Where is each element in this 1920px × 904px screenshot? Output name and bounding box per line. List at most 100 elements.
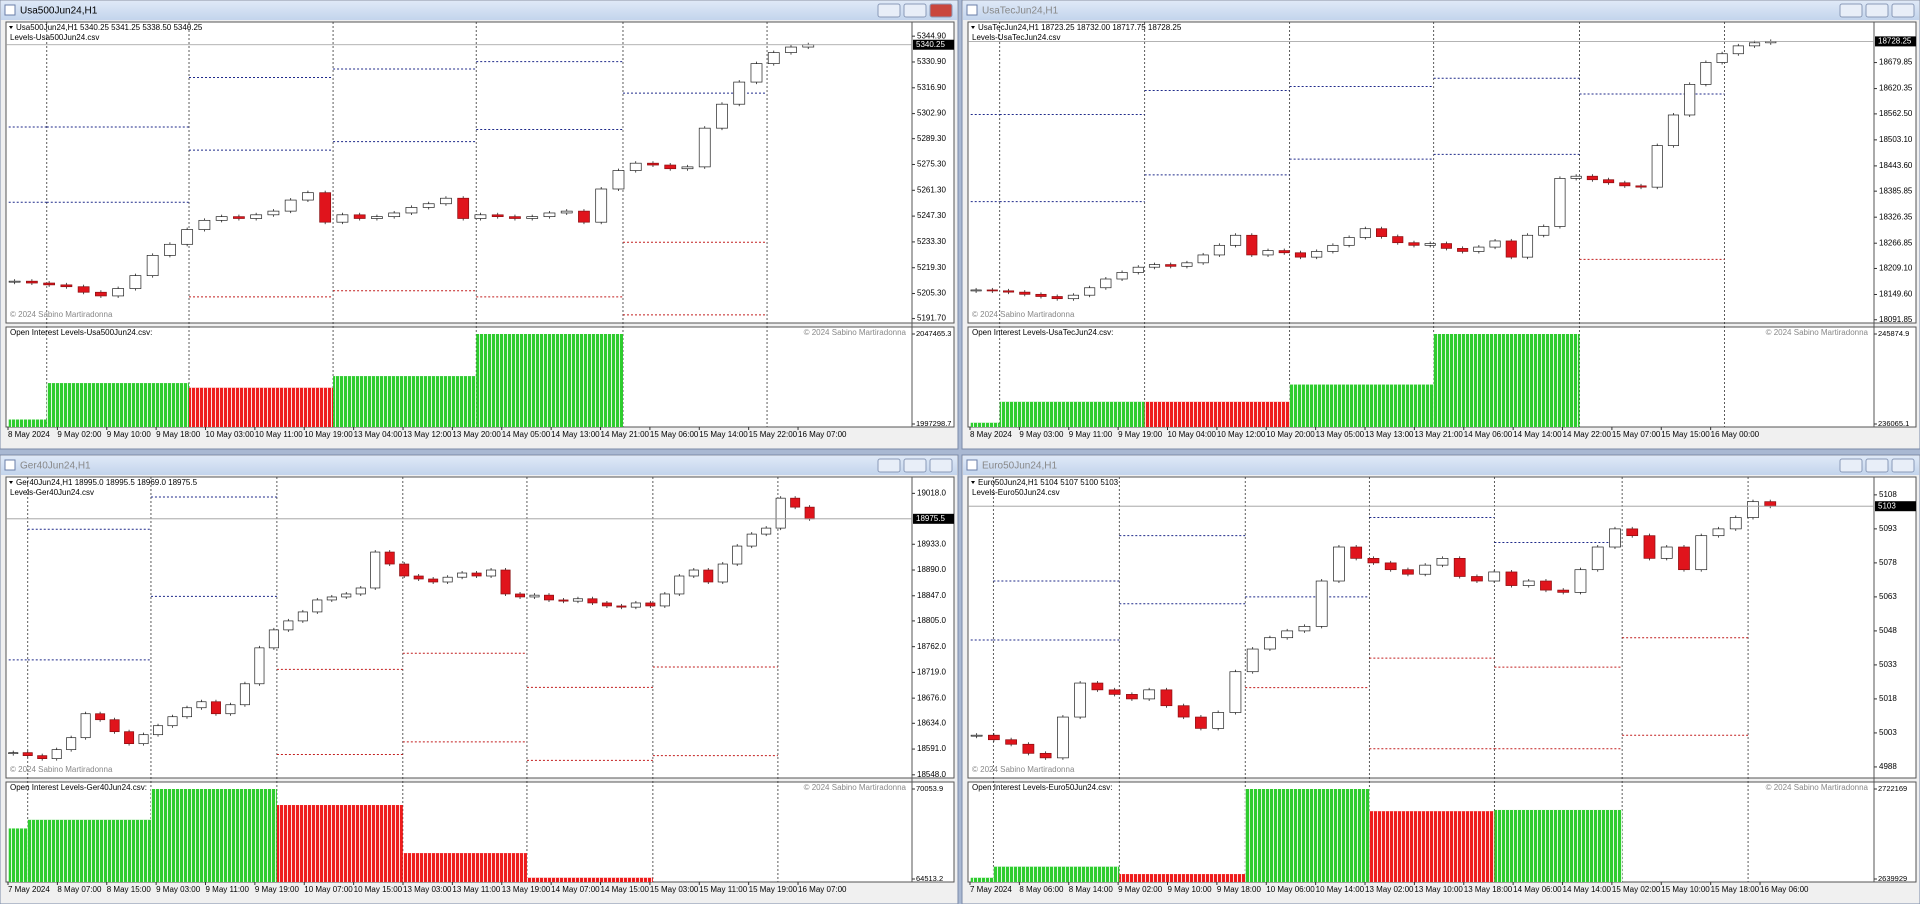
x-tick-label: 10 May 06:00 (1266, 885, 1315, 894)
y-tick-label: 19018.0 (917, 488, 946, 497)
oi-bar-stripes (1433, 334, 1580, 427)
candle (254, 647, 265, 685)
candle (733, 81, 746, 105)
minimize-button[interactable] (877, 458, 901, 473)
y-tick-label: 18679.85 (1879, 58, 1913, 67)
candle (129, 275, 142, 289)
y-tick-label: 18266.85 (1879, 238, 1913, 247)
candle (616, 605, 627, 608)
oi-tick-label: 2722169 (1878, 784, 1907, 793)
last-price-label: 18728.25 (1878, 36, 1912, 45)
x-tick-label: 9 May 19:00 (1118, 430, 1163, 439)
candle (109, 719, 120, 733)
x-tick-label: 10 May 11:00 (255, 430, 303, 439)
candle (1298, 626, 1311, 632)
candle (526, 216, 539, 219)
candle (124, 731, 135, 745)
candle (66, 737, 77, 751)
candle (1554, 178, 1566, 227)
minimize-button[interactable] (877, 3, 901, 18)
candle (647, 162, 659, 166)
y-tick-label: 5205.30 (917, 289, 946, 298)
close-button[interactable] (1891, 458, 1915, 473)
candle (1667, 114, 1679, 146)
x-tick-label: 13 May 20:00 (452, 430, 501, 439)
candle (1367, 558, 1380, 564)
candle (1084, 287, 1096, 296)
copyright: © 2024 Sabino Martiradonna (10, 765, 113, 774)
x-tick-label: 14 May 14:00 (1513, 430, 1562, 439)
y-tick-label: 18149.60 (1879, 290, 1913, 299)
y-tick-label: 5247.30 (917, 211, 946, 220)
minimize-button[interactable] (1839, 458, 1863, 473)
x-tick-label: 14 May 06:00 (1513, 885, 1562, 894)
candle (1281, 630, 1294, 639)
minimize-button[interactable] (1839, 3, 1863, 18)
candle (1603, 179, 1615, 184)
candle (1522, 580, 1535, 586)
candle (1143, 689, 1156, 700)
x-tick-label: 14 May 07:00 (551, 885, 600, 894)
candle (1570, 175, 1582, 179)
chart-window: Ger40Jun24,H1 19018.0 18933.0 18890.0 18847.… (0, 454, 959, 904)
candle (970, 289, 982, 292)
candle (1591, 546, 1604, 571)
y-tick-label: 5219.30 (917, 263, 946, 272)
candle (153, 725, 164, 736)
candle (1022, 743, 1035, 754)
candle (1181, 262, 1193, 267)
candle (1488, 571, 1501, 582)
candle (1684, 84, 1696, 116)
x-tick-label: 8 May 07:00 (57, 885, 102, 894)
oi-bar-stripes (150, 789, 277, 882)
candle (1716, 53, 1728, 63)
y-tick-label: 18676.0 (917, 693, 946, 702)
candle (601, 602, 612, 607)
chart-window: Usa500Jun24,H1 5344.90 5330.90 5316.90 5302.… (0, 0, 959, 450)
maximize-button[interactable] (1865, 458, 1889, 473)
window-title: Usa500Jun24,H1 (20, 6, 98, 17)
candle (457, 572, 468, 578)
y-tick-label: 18385.85 (1879, 186, 1913, 195)
y-tick-label: 18805.0 (917, 616, 946, 625)
candle (95, 713, 106, 721)
candle (698, 127, 711, 168)
y-tick-label: 5261.30 (917, 185, 946, 194)
candle (1521, 234, 1534, 258)
candle (1074, 682, 1087, 718)
oi-bar-stripes (1245, 789, 1370, 882)
candle (1408, 242, 1420, 246)
x-tick-label: 9 May 10:00 (1168, 885, 1213, 894)
last-price-box (1875, 36, 1916, 47)
last-price-label: 5340.25 (916, 40, 945, 49)
x-tick-label: 14 May 15:00 (601, 885, 650, 894)
header-arrow (9, 26, 13, 29)
candle (399, 563, 410, 577)
maximize-button[interactable] (903, 3, 927, 18)
candle (1091, 682, 1104, 691)
close-button[interactable] (929, 3, 953, 18)
candle (1402, 569, 1414, 575)
x-tick-label: 14 May 13:00 (551, 430, 600, 439)
x-tick-label: 10 May 14:00 (1316, 885, 1365, 894)
x-tick-label: 9 May 19:00 (255, 885, 300, 894)
candle (1311, 251, 1323, 258)
candle (355, 587, 366, 595)
candle (1315, 580, 1328, 627)
x-tick-label: 15 May 18:00 (1711, 885, 1760, 894)
candle (138, 734, 149, 745)
candle (558, 599, 569, 602)
maximize-button[interactable] (1865, 3, 1889, 18)
maximize-button[interactable] (903, 458, 927, 473)
oi-bar-stripes (1119, 874, 1246, 882)
x-tick-label: 14 May 22:00 (1563, 430, 1612, 439)
y-tick-label: 4988 (1879, 762, 1897, 771)
candle (595, 188, 608, 223)
candle (60, 284, 73, 288)
candle (1453, 558, 1466, 577)
close-button[interactable] (929, 458, 953, 473)
close-button[interactable] (1891, 3, 1915, 18)
candle (22, 752, 33, 756)
oi-bar-stripes (402, 853, 527, 882)
